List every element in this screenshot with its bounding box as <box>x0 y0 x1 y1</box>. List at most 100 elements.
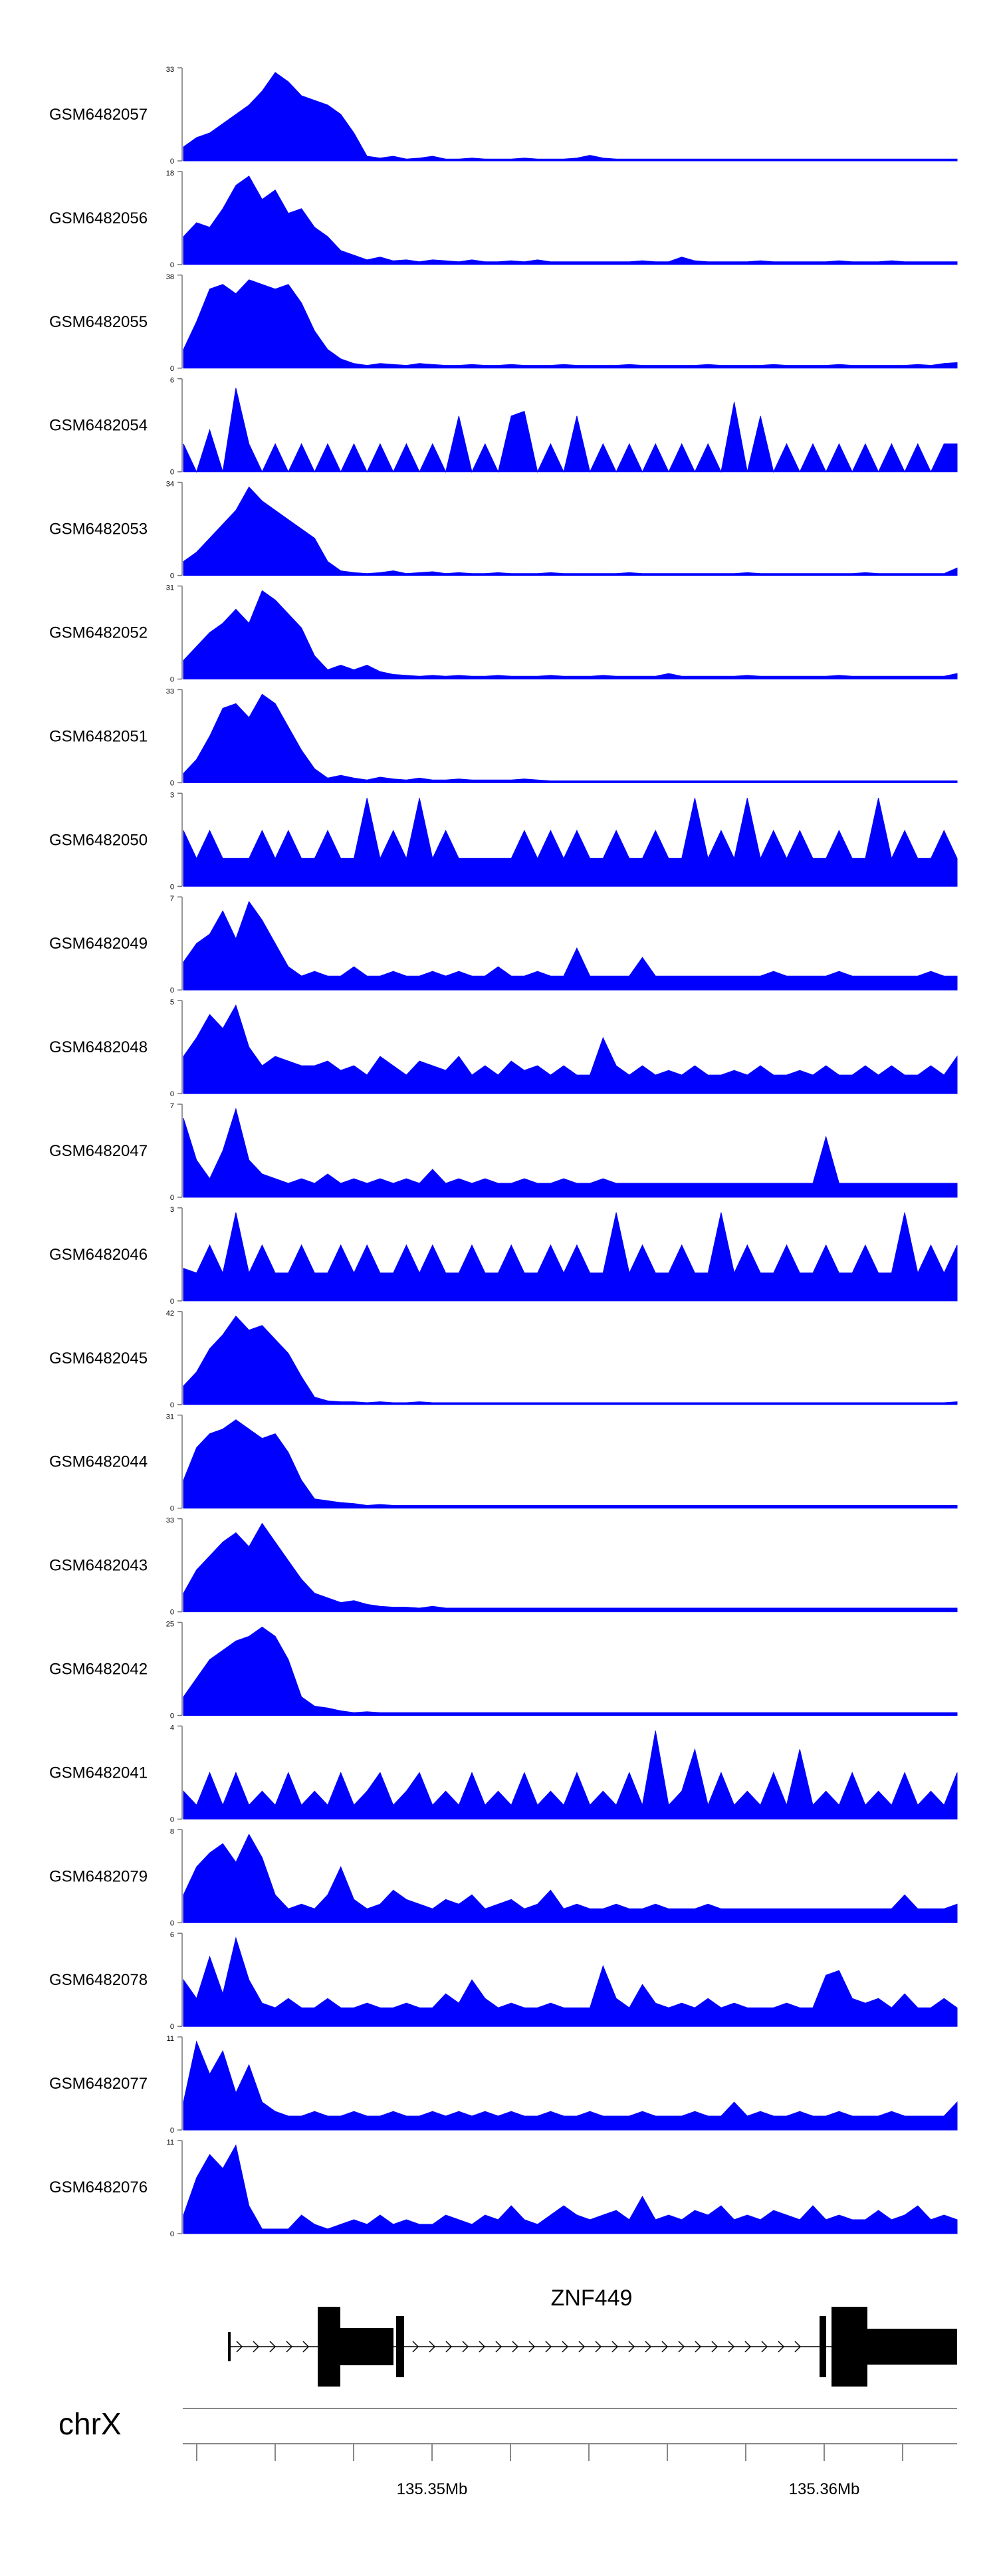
strand-arrow <box>744 2341 752 2353</box>
coverage-track: GSM6482048 5 0 <box>49 998 958 1098</box>
coverage-track: GSM6482057 33 0 <box>49 66 958 166</box>
exon-block <box>396 2316 404 2377</box>
strand-arrow <box>412 2341 419 2353</box>
y-tick-label-min: 0 <box>170 987 174 995</box>
coverage-track: GSM6482053 34 0 <box>49 481 958 580</box>
coverage-area <box>183 2040 958 2131</box>
y-tick-label-max: 11 <box>167 2035 174 2043</box>
y-tick-label-min: 0 <box>170 779 174 787</box>
coverage-area <box>183 693 958 783</box>
track-label: GSM6482057 <box>49 106 148 124</box>
coverage-area <box>183 1212 958 1302</box>
track-label: GSM6482048 <box>49 1038 148 1056</box>
coverage-area <box>183 279 958 369</box>
strand-arrow <box>445 2341 453 2353</box>
coverage-area <box>183 176 958 265</box>
y-tick-label-min: 0 <box>170 1401 174 1409</box>
strand-arrow <box>611 2341 619 2353</box>
track-label: GSM6482053 <box>49 521 148 538</box>
axis-tick-label: 135.35Mb <box>397 2480 468 2498</box>
track-label: GSM6482079 <box>49 1867 148 1885</box>
y-tick-label-max: 8 <box>170 1827 174 1835</box>
coverage-track: GSM6482051 33 0 <box>49 687 958 787</box>
strand-arrow <box>761 2341 768 2353</box>
track-label: GSM6482054 <box>49 417 148 435</box>
gene-track: ZNF449 <box>228 2285 957 2387</box>
y-tick-label-max: 34 <box>166 481 174 489</box>
coverage-area <box>183 1730 958 1819</box>
coverage-area <box>183 388 958 473</box>
strand-arrow <box>495 2341 502 2353</box>
y-tick-label-max: 6 <box>170 377 174 385</box>
strand-arrow <box>545 2341 552 2353</box>
coverage-track: GSM6482044 31 0 <box>49 1413 958 1513</box>
coverage-track: GSM6482045 42 0 <box>49 1310 958 1409</box>
track-label: GSM6482047 <box>49 1142 148 1160</box>
strand-arrow <box>728 2341 735 2353</box>
coverage-track: GSM6482046 3 0 <box>49 1206 958 1306</box>
exon-block <box>318 2307 340 2387</box>
y-tick-label-min: 0 <box>170 676 174 684</box>
track-label: GSM6482055 <box>49 313 148 331</box>
coverage-track: GSM6482055 38 0 <box>49 273 958 373</box>
strand-arrow <box>236 2341 243 2353</box>
strand-arrow <box>645 2341 652 2353</box>
exon-block <box>867 2329 957 2365</box>
coverage-area <box>183 1004 958 1094</box>
strand-arrow <box>562 2341 569 2353</box>
strand-arrow <box>269 2341 277 2353</box>
y-tick-label-min: 0 <box>170 1298 174 1306</box>
y-tick-label-min: 0 <box>170 1815 174 1823</box>
strand-arrow <box>286 2341 293 2353</box>
strand-arrow <box>628 2341 635 2353</box>
coverage-track: GSM6482050 3 0 <box>49 791 958 891</box>
coverage-area <box>183 1833 958 1923</box>
track-label: GSM6482078 <box>49 1971 148 1989</box>
y-tick-label-min: 0 <box>170 469 174 477</box>
y-tick-label-max: 31 <box>166 584 174 592</box>
strand-arrow <box>479 2341 486 2353</box>
coverage-tracks: GSM6482057330GSM6482056180GSM6482055380G… <box>49 66 958 2238</box>
axis-tick-label: 135.36Mb <box>789 2480 860 2498</box>
y-tick-label-max: 7 <box>170 1102 174 1110</box>
y-tick-label-min: 0 <box>170 883 174 891</box>
axis-ticks <box>196 2444 903 2461</box>
strand-arrow <box>794 2341 802 2353</box>
y-tick-label-min: 0 <box>170 1919 174 1927</box>
y-tick-label-min: 0 <box>170 2127 174 2135</box>
strand-arrow <box>661 2341 669 2353</box>
y-tick-label-min: 0 <box>170 158 174 166</box>
coverage-area <box>183 1936 958 2027</box>
y-tick-label-max: 11 <box>167 2139 174 2147</box>
y-tick-label-max: 3 <box>170 791 174 799</box>
track-label: GSM6482052 <box>49 624 148 642</box>
coverage-track: GSM6482054 6 0 <box>49 377 958 477</box>
gene-model <box>228 2307 957 2387</box>
track-label: GSM6482046 <box>49 1246 148 1264</box>
track-label: GSM6482042 <box>49 1661 148 1679</box>
gene-name-label: ZNF449 <box>551 2285 633 2311</box>
track-label: GSM6482050 <box>49 831 148 849</box>
coverage-area <box>183 486 958 576</box>
y-tick-label-min: 0 <box>170 1194 174 1202</box>
coverage-track: GSM6482041 4 0 <box>49 1724 958 1823</box>
y-tick-label-min: 0 <box>170 1712 174 1720</box>
y-tick-label-max: 33 <box>166 66 174 74</box>
coverage-area <box>183 798 958 887</box>
strand-arrow <box>695 2341 702 2353</box>
chromosome-label: chrX <box>58 2406 122 2441</box>
coverage-area <box>183 72 958 162</box>
track-label: GSM6482043 <box>49 1557 148 1575</box>
coverage-area <box>183 1316 958 1405</box>
coverage-track: GSM6482049 7 0 <box>49 895 958 995</box>
coverage-track: GSM6482043 33 0 <box>49 1517 958 1617</box>
y-tick-label-max: 31 <box>166 1413 174 1421</box>
coverage-area <box>183 901 958 991</box>
coverage-track: GSM6482052 31 0 <box>49 584 958 684</box>
track-label: GSM6482044 <box>49 1453 148 1471</box>
strand-arrow <box>302 2341 310 2353</box>
coverage-track: GSM6482056 18 0 <box>49 170 958 269</box>
y-tick-label-max: 3 <box>170 1206 174 1214</box>
coverage-area <box>183 1108 958 1198</box>
track-label: GSM6482049 <box>49 935 148 953</box>
